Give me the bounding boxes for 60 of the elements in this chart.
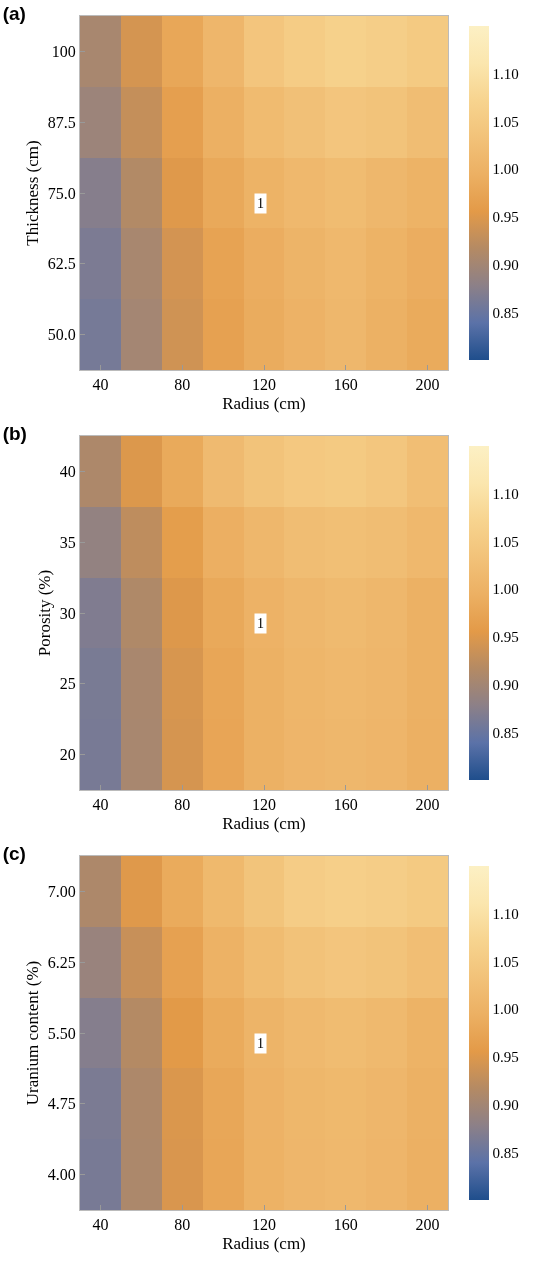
y-tick-label: 5.50	[47, 1024, 76, 1042]
color-bar-label: 1.10	[492, 485, 519, 502]
color-bar-label: 0.85	[492, 304, 519, 321]
x-tick-label: 40	[92, 796, 109, 814]
y-axis-title: Uranium content (%)	[23, 960, 43, 1106]
y-axis-title: Porosity (%)	[35, 569, 55, 657]
x-axis-title: Radius (cm)	[222, 393, 306, 413]
y-tick-label: 20	[59, 746, 76, 764]
color-bar-label: 1.05	[492, 533, 519, 550]
y-tick-label: 75.0	[47, 184, 76, 202]
x-axis-title: Radius (cm)	[222, 813, 306, 833]
y-tick-label: 30	[59, 604, 76, 622]
y-tick-label: 100	[51, 43, 76, 60]
color-bar-label: 1.05	[492, 113, 519, 130]
x-tick-label: 80	[174, 376, 191, 394]
y-tick-label: 25	[59, 675, 76, 693]
y-tick-label: 62.5	[47, 255, 76, 273]
x-axis-title: Radius (cm)	[222, 1233, 306, 1253]
color-bar-label: 1.05	[492, 953, 519, 970]
color-bar-label: 1.00	[492, 581, 519, 598]
chart-title: (b)	[2, 422, 27, 444]
y-tick-label: 4.75	[47, 1095, 76, 1113]
x-tick-label: 120	[252, 376, 276, 394]
y-tick-label: 40	[59, 463, 76, 480]
color-bar-label: 0.90	[492, 256, 519, 273]
x-tick-label: 200	[415, 376, 440, 394]
x-tick-label: 40	[92, 1216, 109, 1234]
x-tick-label: 160	[333, 1216, 358, 1234]
x-tick-label: 160	[333, 376, 358, 394]
color-bar-label: 0.85	[492, 1144, 519, 1161]
y-axis-title: Thickness (cm)	[23, 140, 43, 246]
x-tick-label: 160	[333, 796, 358, 814]
x-tick-label: 40	[92, 376, 109, 394]
x-tick-label: 200	[415, 796, 440, 814]
x-tick-label: 80	[174, 796, 191, 814]
color-bar-label: 1.00	[492, 1001, 519, 1018]
chart-title: (a)	[2, 2, 26, 24]
x-tick-label: 120	[252, 1216, 276, 1234]
color-bar-label: 1.10	[492, 905, 519, 922]
chart-title: (c)	[2, 842, 26, 864]
color-bar-label: 1.00	[492, 161, 519, 178]
x-tick-label: 80	[174, 1216, 191, 1234]
color-bar-label: 0.95	[492, 629, 519, 646]
y-tick-label: 6.25	[47, 953, 76, 971]
color-bar-label: 0.90	[492, 676, 519, 693]
y-tick-label: 87.5	[47, 113, 76, 131]
annotation: 1	[257, 1036, 264, 1051]
x-tick-label: 200	[415, 1216, 440, 1234]
color-bar-label: 0.95	[492, 1049, 519, 1066]
y-tick-label: 50.0	[47, 326, 76, 344]
y-tick-label: 4.00	[47, 1166, 76, 1184]
y-tick-label: 35	[59, 533, 76, 551]
color-bar-label: 1.10	[492, 65, 519, 82]
x-tick-label: 120	[252, 796, 276, 814]
color-bar-label: 0.95	[492, 209, 519, 226]
annotation: 1	[257, 616, 264, 631]
y-tick-label: 7.00	[47, 883, 76, 900]
color-bar-label: 0.90	[492, 1096, 519, 1113]
annotation: 1	[257, 196, 264, 211]
color-bar-label: 0.85	[492, 724, 519, 741]
